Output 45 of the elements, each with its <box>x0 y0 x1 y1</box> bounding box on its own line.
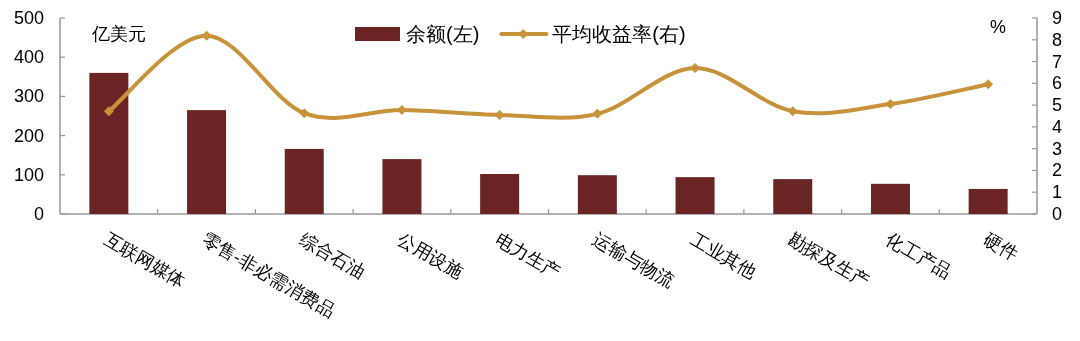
legend-label: 余额(左) <box>406 23 480 45</box>
bar <box>382 159 422 214</box>
y2-tick-label: 6 <box>1051 73 1063 94</box>
y-tick-label: 400 <box>13 47 44 68</box>
y-tick-label: 100 <box>13 164 44 185</box>
y-tick-label: 0 <box>33 204 44 224</box>
y2-tick-label: 2 <box>1051 160 1063 181</box>
y-axis-title: 亿美元 <box>91 24 146 44</box>
y2-tick-label: 4 <box>1051 116 1063 137</box>
x-tick-label: 工业其他 <box>687 229 760 283</box>
x-tick-label: 运输与物流 <box>589 229 678 292</box>
y2-tick-label: 0 <box>1051 204 1063 224</box>
x-tick-label: 综合石油 <box>296 229 369 283</box>
y-tick-label: 500 <box>13 8 44 28</box>
bar <box>187 110 227 214</box>
y2-tick-label: 1 <box>1051 182 1063 203</box>
y2-axis-title: % <box>989 17 1007 37</box>
y2-tick-label: 5 <box>1051 95 1063 116</box>
bar <box>284 148 324 214</box>
x-tick-label: 电力生产 <box>491 229 564 283</box>
x-tick-label: 公用设施 <box>393 229 467 283</box>
y2-tick-label: 8 <box>1051 29 1063 50</box>
point <box>299 108 310 119</box>
y2-tick-label: 7 <box>1051 51 1063 72</box>
y2-tick-label: 3 <box>1051 138 1063 159</box>
legend-label: 平均收益率(右) <box>552 23 686 45</box>
bar <box>870 183 910 214</box>
bar <box>89 72 129 214</box>
bar <box>675 177 715 214</box>
bar <box>773 179 813 214</box>
x-tick-label: 互联网媒体 <box>100 229 189 292</box>
point <box>103 106 114 117</box>
x-tick-label: 勘探及生产 <box>784 229 873 292</box>
x-tick-label: 硬件 <box>980 229 1022 265</box>
y-tick-label: 200 <box>13 125 44 146</box>
point <box>983 79 994 90</box>
bar <box>480 174 520 214</box>
point <box>885 99 896 110</box>
bar <box>577 175 617 214</box>
y-tick-label: 300 <box>13 86 44 107</box>
point <box>592 108 603 119</box>
x-tick-label: 化工产品 <box>882 229 955 283</box>
point <box>787 106 798 117</box>
bar <box>968 188 1008 214</box>
y2-tick-label: 9 <box>1051 8 1063 28</box>
